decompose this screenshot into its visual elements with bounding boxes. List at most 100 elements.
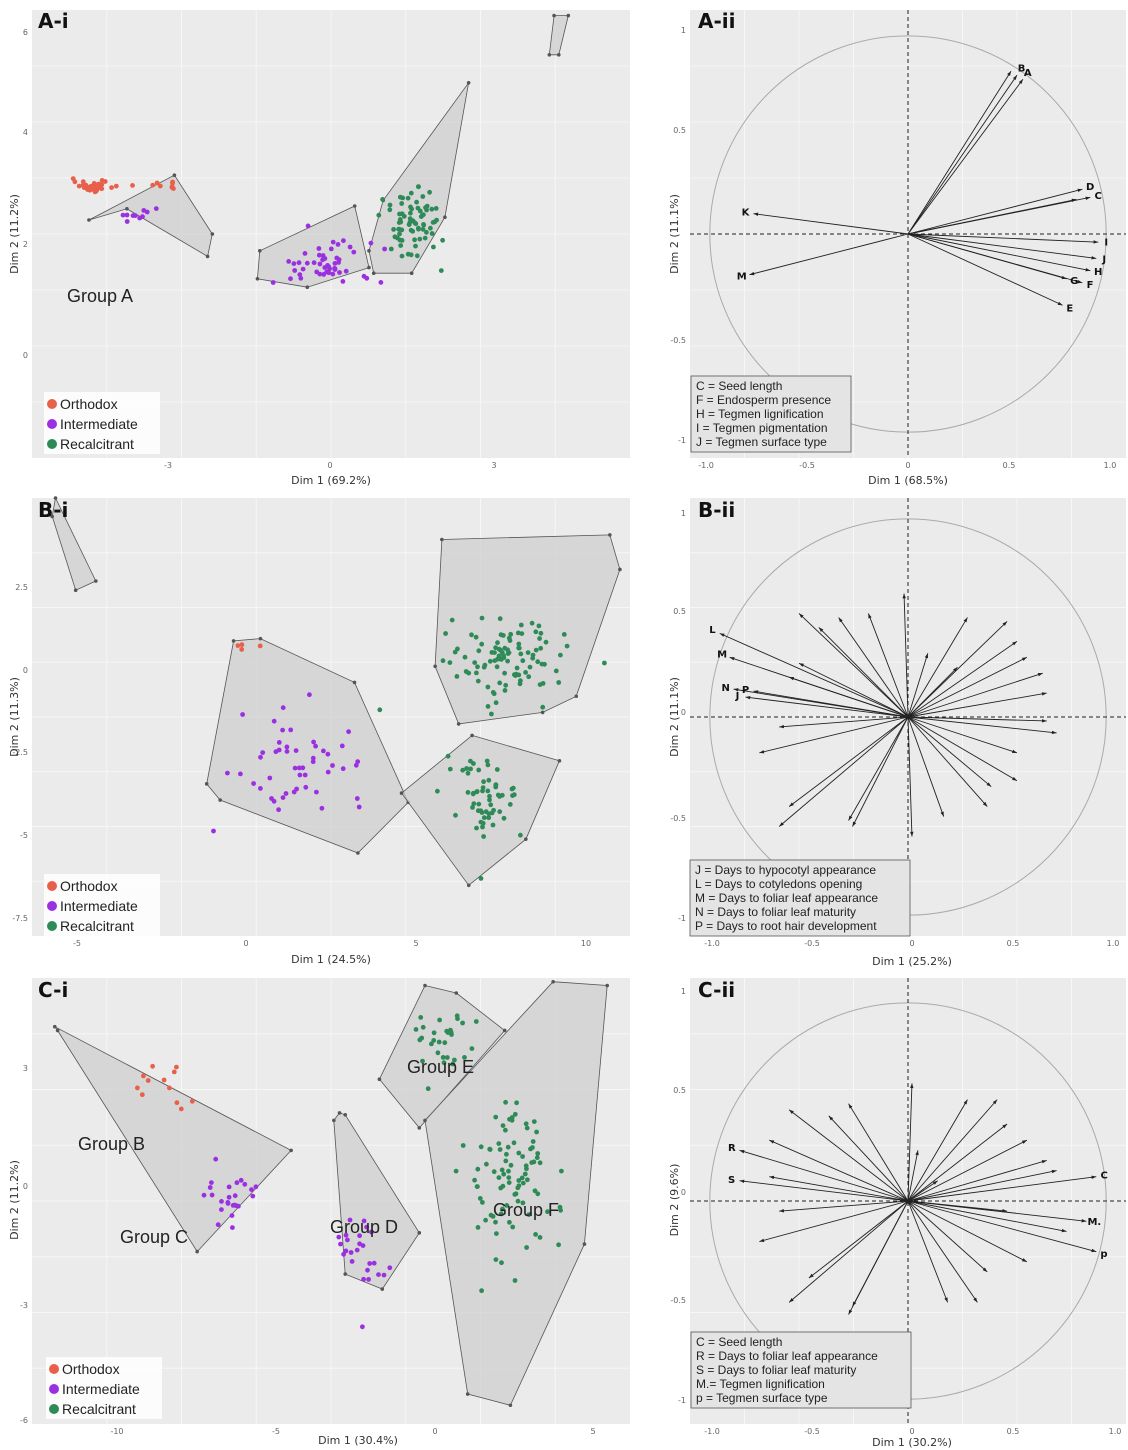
loading-arrow	[778, 716, 909, 827]
data-point-recalcitrant	[442, 1040, 448, 1046]
arrow-head	[963, 1099, 968, 1105]
data-point-orthodox	[150, 1063, 156, 1069]
arrow-head	[1018, 79, 1023, 85]
data-point-recalcitrant	[517, 681, 523, 687]
arrow-head	[789, 677, 795, 681]
data-point-intermediate	[298, 275, 304, 281]
key-entry: N = Days to foliar leaf maturity	[695, 905, 856, 919]
panel-tag: C-i	[38, 978, 68, 1002]
legend-box	[44, 874, 160, 936]
legend-marker-orthodox	[47, 399, 57, 409]
y-tick-label: 4	[23, 128, 28, 137]
data-point-recalcitrant	[528, 1146, 533, 1152]
y-tick-label: -1	[678, 436, 686, 445]
data-point-recalcitrant	[495, 640, 500, 646]
data-point-intermediate	[276, 747, 282, 753]
arrow-head	[944, 1297, 948, 1303]
data-point-intermediate	[300, 765, 306, 771]
data-point-recalcitrant	[505, 658, 510, 664]
data-point-recalcitrant	[539, 661, 545, 667]
data-point-recalcitrant	[435, 788, 440, 794]
arrow-head	[1021, 657, 1027, 661]
data-point-intermediate	[292, 268, 298, 273]
data-point-recalcitrant	[427, 189, 432, 195]
data-point-recalcitrant	[387, 202, 393, 208]
data-point-intermediate	[328, 246, 334, 252]
vector-label: I	[1104, 237, 1108, 248]
data-point-intermediate	[325, 751, 331, 757]
data-point-intermediate	[280, 727, 285, 733]
x-tick-label: -1.0	[704, 1427, 720, 1436]
data-point-intermediate	[293, 748, 299, 753]
loading-arrow	[907, 640, 1018, 718]
data-point-intermediate	[317, 261, 323, 267]
data-point-recalcitrant	[532, 1188, 538, 1194]
x-tick-label: 0	[909, 1427, 914, 1436]
hull-vertex	[618, 567, 622, 572]
hull-vertex	[582, 1242, 587, 1246]
arrow-head	[719, 633, 725, 637]
data-point-orthodox	[171, 186, 176, 192]
hull-vertex	[87, 218, 91, 222]
hull-vertex	[502, 1028, 507, 1033]
data-point-intermediate	[297, 772, 303, 778]
data-point-recalcitrant	[490, 690, 496, 695]
data-point-recalcitrant	[535, 659, 541, 665]
x-tick-label: -5	[272, 1427, 280, 1436]
data-point-recalcitrant	[497, 680, 503, 686]
data-point-intermediate	[215, 1222, 221, 1228]
loading-arrow	[828, 1115, 909, 1202]
y-axis-label: Dim 2 (9.6%)	[668, 1164, 681, 1237]
hull-vertex	[371, 271, 376, 276]
data-point-recalcitrant	[440, 237, 445, 243]
data-point-intermediate	[313, 743, 318, 749]
data-point-recalcitrant	[472, 660, 478, 665]
data-point-intermediate	[144, 209, 150, 215]
vector-label: G	[1070, 276, 1078, 287]
data-point-orthodox	[70, 176, 76, 182]
data-point-recalcitrant	[514, 1100, 519, 1106]
x-tick-label: 10	[581, 939, 591, 948]
data-point-recalcitrant	[559, 1168, 564, 1174]
arrow-head	[973, 1297, 978, 1303]
hull-vertex	[423, 983, 427, 988]
vector-label: D	[1086, 182, 1094, 193]
arrow-head	[779, 1209, 784, 1213]
data-point-intermediate	[356, 804, 362, 810]
arrow-head	[1093, 240, 1099, 244]
loading-arrow	[848, 1200, 909, 1315]
data-point-orthodox	[257, 643, 263, 649]
data-point-recalcitrant	[531, 1159, 537, 1165]
scatter-layer	[70, 13, 571, 290]
data-point-orthodox	[80, 179, 86, 185]
data-point-recalcitrant	[524, 1166, 529, 1172]
data-point-recalcitrant	[473, 1019, 479, 1024]
data-point-recalcitrant	[420, 226, 426, 232]
data-point-intermediate	[336, 1234, 342, 1240]
data-point-recalcitrant	[495, 792, 501, 798]
loading-arrow	[818, 627, 909, 718]
data-point-recalcitrant	[376, 212, 382, 218]
hull-vertex	[343, 1112, 348, 1117]
hull-vertex	[55, 1028, 60, 1033]
data-point-intermediate	[335, 242, 341, 247]
data-point-intermediate	[207, 1185, 213, 1190]
loading-arrow	[745, 696, 909, 718]
data-point-recalcitrant	[502, 670, 507, 676]
data-point-intermediate	[280, 795, 286, 800]
scatter-layer	[52, 979, 610, 1408]
data-point-recalcitrant	[478, 876, 484, 881]
legend-label: Orthodox	[60, 396, 118, 412]
hull-vertex	[258, 249, 262, 253]
data-point-recalcitrant	[487, 793, 492, 799]
data-point-recalcitrant	[516, 672, 522, 678]
data-point-recalcitrant	[416, 225, 421, 231]
data-point-recalcitrant	[420, 194, 426, 199]
hull-vertex	[172, 173, 177, 177]
hull-vertex	[367, 249, 371, 253]
arrow-head	[1085, 268, 1091, 272]
hull-vertex	[465, 1392, 470, 1396]
vector-label: H	[1094, 267, 1102, 278]
x-tick-label: -0.5	[799, 461, 815, 470]
data-point-orthodox	[157, 183, 163, 189]
